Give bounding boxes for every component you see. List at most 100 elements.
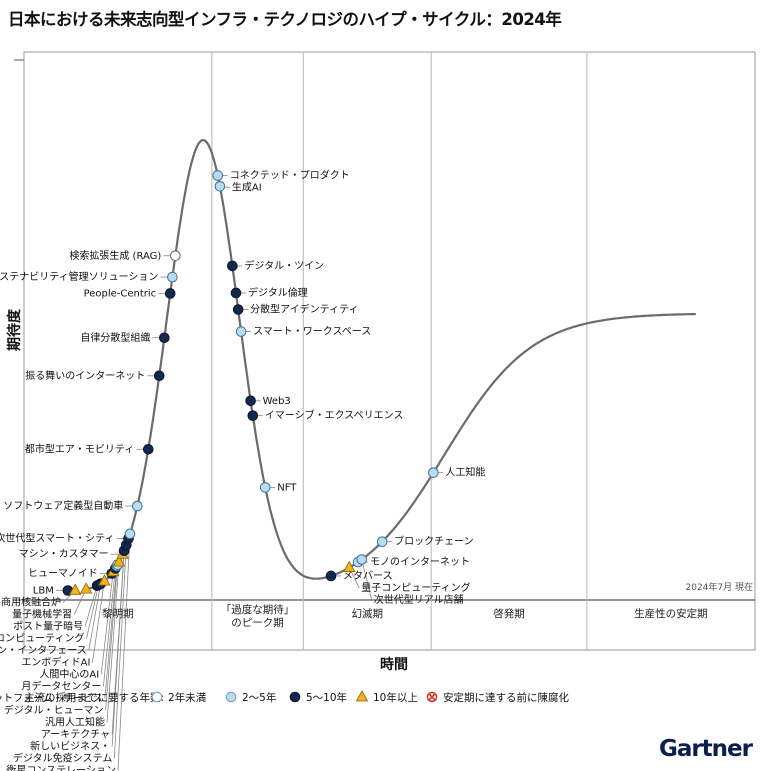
phase-label-1: 黎明期 — [102, 607, 134, 620]
サステナビリティ管理ソリューション-label: サステナビリティ管理ソリューション — [0, 270, 158, 283]
hype-curve — [85, 138, 696, 591]
timestamp: 2024年7月 現在 — [686, 581, 754, 593]
生成ai-marker — [214, 180, 226, 192]
次世代型リアル店舗-label: 次世代型リアル店舗 — [374, 593, 464, 606]
nft-marker — [259, 482, 271, 493]
人間中心のai-label: 人間中心のAI — [39, 668, 99, 681]
デジタル倫理-marker — [230, 287, 242, 299]
leader-line — [84, 585, 98, 627]
llmプラットフォーム・サービス-label: LLMプラットフォーム・サービス — [0, 693, 103, 705]
サステナビリティ管理ソリューション-marker — [167, 271, 178, 283]
量子コンピューティング-label: 量子コンピューティング — [361, 581, 470, 594]
leader-line — [113, 544, 127, 759]
月データセンター-label: 月データセンター — [21, 680, 101, 693]
leader-line — [100, 571, 114, 675]
leader-line — [104, 565, 118, 699]
自律分散型組織-marker — [159, 332, 170, 344]
デジタル免疫システム-label: デジタル免疫システム — [13, 752, 113, 765]
phase-label-2: のピーク期 — [231, 617, 284, 629]
商用核融合炉-label: 商用核融合炉 — [1, 596, 61, 609]
ヒューマノイド-label: ヒューマノイド — [28, 568, 98, 580]
コネクテッド・プロダクト-marker — [212, 170, 224, 181]
デジタル倫理-label: デジタル倫理 — [248, 286, 308, 299]
phase-label-2: 「過度な期待」 — [221, 603, 295, 616]
lbm-label: LBM — [33, 586, 54, 597]
空間コンピューティング-label: 空間コンピューティング — [0, 632, 85, 645]
legend-label-obsolete: 安定期に達する前に陳腐化 — [443, 691, 569, 704]
web3-label: Web3 — [263, 396, 291, 407]
leader-line — [92, 581, 105, 663]
leader-line — [102, 568, 116, 687]
イマーシブ・エクスペリエンス-marker — [247, 410, 259, 421]
leader-line — [361, 559, 373, 601]
legend-item-obsolete: 安定期に達する前に陳腐化 — [426, 691, 569, 704]
leader-line — [88, 583, 102, 651]
量子コンピューティング-marker — [343, 560, 356, 573]
人工知能-marker — [428, 467, 439, 478]
汎用人工知能-marker — [112, 555, 126, 567]
y-axis-title: 期待度 — [6, 308, 23, 351]
双方向ブレイン・マシン・インタフェース-label: 双方向ブレイン・マシン・インタフェース — [0, 644, 87, 657]
legend-marker-gt10 — [355, 690, 369, 702]
エンボディドai-label: エンボディドAI — [21, 656, 90, 669]
x-axis-title: 時間 — [380, 656, 408, 673]
people-centric-marker — [164, 288, 176, 299]
ブロックチェーン-marker — [376, 536, 388, 547]
アーキテクチャ-label: アーキテクチャ — [41, 729, 110, 741]
leader-line — [106, 561, 120, 723]
汎用人工知能-label: 汎用人工知能 — [45, 716, 105, 729]
エンボディドai-marker — [98, 574, 111, 586]
衛星コンステレーション-marker — [124, 528, 136, 540]
生成ai-label: 生成AI — [232, 180, 262, 193]
legend-title: 主流の採用までに要する年数: — [24, 691, 164, 704]
デジタル・ツイン-marker — [227, 260, 238, 272]
people-centric-label: People-Centric — [84, 288, 157, 299]
スマート・ワークスペース-marker — [235, 326, 247, 337]
legend-item-y2_5: 2～5年 — [225, 691, 276, 704]
plot-frame — [23, 51, 756, 651]
次世代型リアル店舗-marker — [356, 554, 368, 565]
自律分散型組織-label: 自律分散型組織 — [80, 331, 150, 344]
デジタル・ヒューマン-label: デジタル・ヒューマン — [4, 704, 104, 717]
ソフトウェア定義型自動車-marker — [132, 500, 143, 512]
legend-cross — [428, 693, 436, 701]
leader-line — [86, 584, 99, 639]
nft-label: NFT — [277, 482, 297, 493]
デジタル・ツイン-label: デジタル・ツイン — [244, 259, 324, 272]
都市型エア・モビリティ-label: 都市型エア・モビリティ — [25, 442, 134, 455]
メタバース-label: メタバース — [343, 570, 393, 582]
コネクテッド・プロダクト-label: コネクテッド・プロダクト — [230, 168, 350, 181]
マシン・カスタマー-label: マシン・カスタマー — [19, 548, 109, 560]
振る舞いのインターネット-marker — [153, 370, 165, 382]
legend-label-gt10: 10年以上 — [373, 691, 418, 704]
legend-label-lt2: 2年未満 — [168, 691, 207, 704]
web3-marker — [245, 395, 256, 407]
phase-label-3: 幻滅期 — [351, 607, 383, 620]
legend-label-y5_10: 5～10年 — [306, 691, 347, 704]
gartner-logo: Gartner — [659, 736, 754, 762]
legend-item-y5_10: 5～10年 — [289, 691, 347, 704]
メタバース-marker — [325, 570, 337, 582]
衛星コンステレーション-label: 衛星コンステレーション — [6, 764, 116, 771]
phase-label-4: 啓発期 — [493, 607, 525, 620]
phase-label-5: 生産性の安定期 — [634, 607, 708, 620]
商用核融合炉-marker — [68, 583, 82, 595]
legend-label-y2_5: 2～5年 — [242, 691, 276, 704]
ブロックチェーン-label: ブロックチェーン — [394, 535, 474, 548]
スマート・ワークスペース-label: スマート・ワークスペース — [253, 326, 371, 338]
量子機械学習-marker — [79, 582, 93, 594]
ソフトウェア定義型自動車-label: ソフトウェア定義型自動車 — [3, 499, 123, 512]
検索拡張生成-rag-label: 検索拡張生成 (RAG) — [69, 249, 161, 262]
legend-item-lt2: 2年未満 — [151, 691, 207, 704]
分散型アイデンティティ-marker — [232, 304, 244, 315]
legend-marker-y5_10 — [289, 691, 301, 703]
chart-title: 日本における未来志向型インフラ・テクノロジのハイプ・サイクル：2024年 — [8, 10, 562, 29]
legend-marker-y2_5 — [225, 691, 237, 703]
leader-line — [111, 550, 125, 747]
legend-marker-lt2 — [151, 691, 163, 703]
モノのインターネット-label: モノのインターネット — [370, 556, 470, 568]
都市型エア・モビリティ-marker — [142, 443, 154, 455]
分散型アイデンティティ-label: 分散型アイデンティティ — [250, 302, 358, 315]
